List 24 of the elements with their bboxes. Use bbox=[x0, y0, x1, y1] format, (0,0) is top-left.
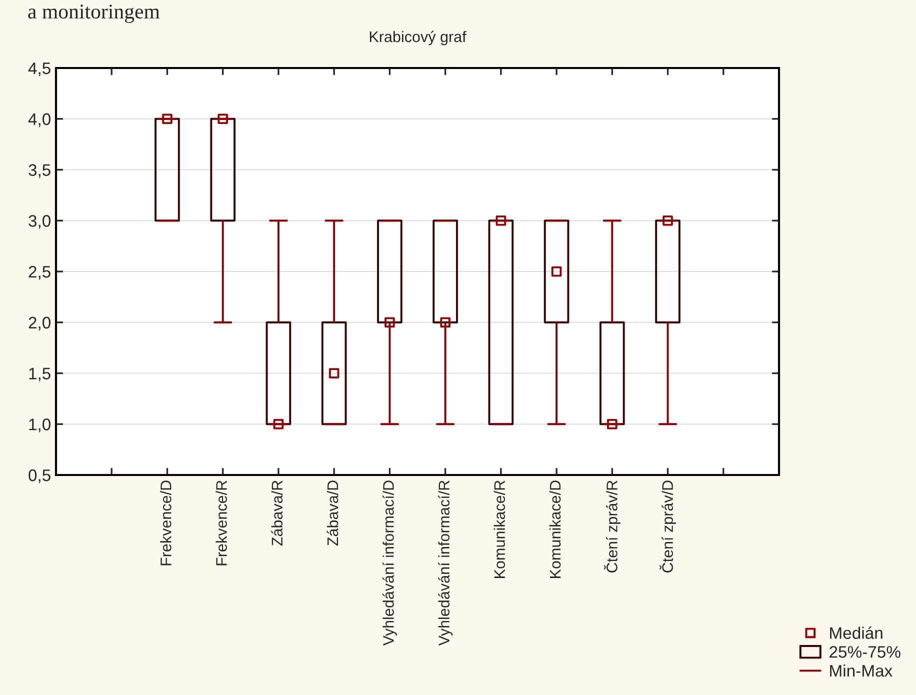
y-tick-label: 1,5 bbox=[29, 368, 50, 382]
x-tick-label: Čtení zpráv/R bbox=[604, 480, 620, 572]
y-tick-label: 1,0 bbox=[29, 418, 50, 432]
chart-title: Krabicový graf bbox=[370, 30, 466, 46]
y-tick-label: 3,5 bbox=[28, 164, 50, 178]
x-tick-label: Frekvence/D bbox=[160, 480, 172, 566]
text: Min-Max bbox=[830, 664, 892, 677]
x-tick-label: Zábava/R bbox=[271, 480, 283, 546]
x-tick-label: Frekvence/R bbox=[216, 480, 227, 566]
text: a monitoringem bbox=[28, 4, 160, 23]
y-tick-label: 3,0 bbox=[28, 215, 50, 229]
y-tick-label: 2,5 bbox=[28, 266, 50, 280]
legend-label: 25%-75% bbox=[830, 646, 900, 658]
x-tick-label: Čtení zpráv/D bbox=[660, 480, 676, 572]
x-tick-label: Komunikace/D bbox=[549, 480, 561, 578]
y-tick-label: 0,5 bbox=[28, 469, 50, 484]
y-tick-label: 4,5 bbox=[28, 62, 50, 76]
x-tick-label: Zábava/D bbox=[326, 480, 338, 546]
y-tick-label: 4,0 bbox=[28, 113, 50, 128]
legend-label: Medián bbox=[830, 626, 882, 639]
y-tick-label: 2,0 bbox=[28, 316, 50, 331]
x-tick-label: Vyhledávání informací/D bbox=[382, 480, 397, 646]
x-tick-label: Komunikace/R bbox=[494, 480, 506, 578]
x-tick-label: Vyhledávání informací/R bbox=[438, 480, 453, 646]
